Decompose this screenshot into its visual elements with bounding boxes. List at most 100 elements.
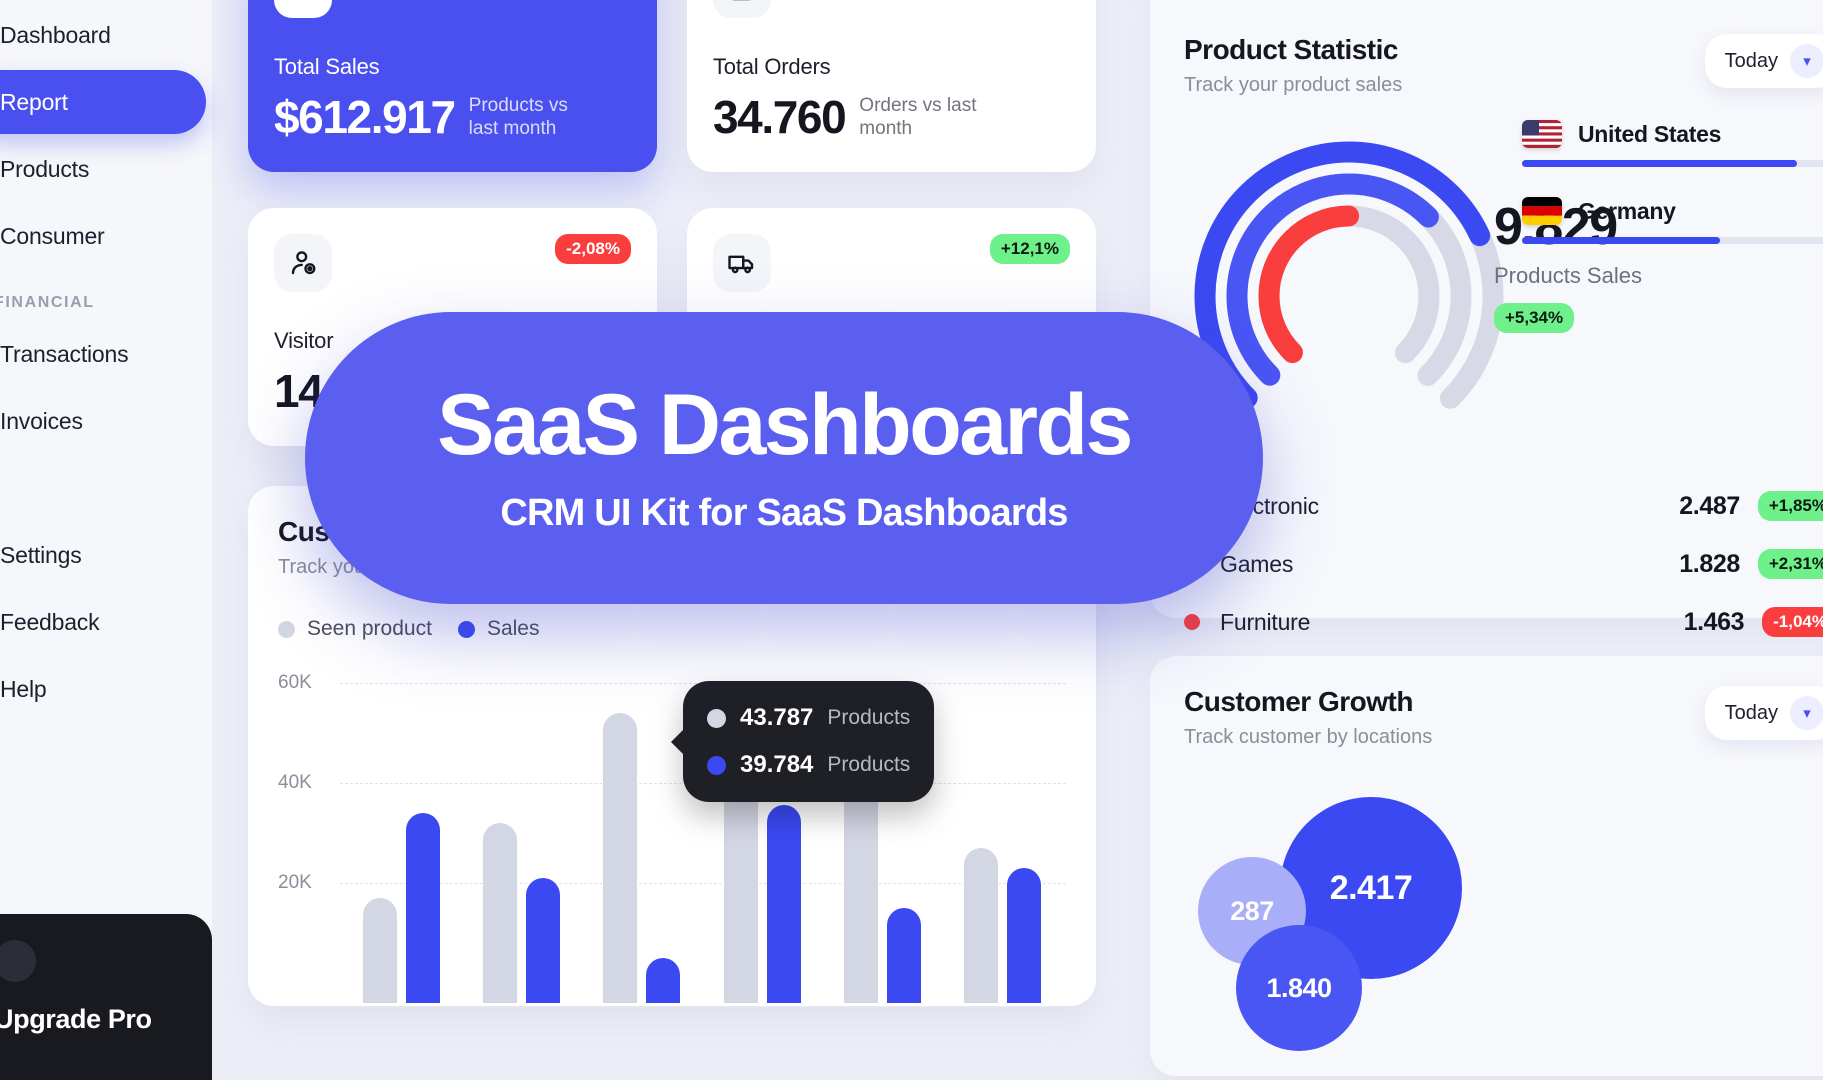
legend-item-sales[interactable]: Sales — [457, 617, 540, 641]
user-check-icon — [274, 234, 332, 292]
tooltip-unit: Products — [827, 706, 911, 729]
series-swatch-icon — [1184, 614, 1200, 630]
y-axis-tick: 40K — [278, 772, 312, 793]
y-axis-tick: 60K — [278, 672, 312, 693]
legend-label: Seen product — [307, 617, 432, 640]
card-subtitle: Track customer by locations — [1184, 726, 1433, 748]
flag-us-icon — [1522, 120, 1562, 148]
kpi-card-total-orders[interactable]: +12,4% Total Orders 34.760 Orders vs las… — [687, 0, 1096, 172]
upgrade-pro-card[interactable]: Upgrade Pro — [0, 914, 212, 1080]
table-row[interactable]: Electronic 2.487 +1,85% — [1184, 477, 1823, 535]
bubble-chart: 2.417 287 1.840 — [1184, 775, 1514, 1051]
bar-group — [950, 848, 1056, 1003]
table-row[interactable]: Furniture 1.463 -1,04% — [1184, 593, 1823, 651]
kpi-subtext: Orders vs last month — [859, 94, 977, 139]
sidebar-item-label: Invoices — [0, 407, 83, 434]
tooltip-unit: Products — [827, 753, 911, 776]
list-item[interactable]: Germany — [1522, 197, 1823, 244]
kpi-header: +12,1% — [713, 234, 1070, 292]
sidebar-item-products[interactable]: Products — [0, 137, 206, 201]
sidebar-item-settings[interactable]: Settings — [0, 523, 206, 587]
products-sales-label: Products Sales — [1494, 263, 1642, 288]
kpi-header: +12,4% — [713, 0, 1070, 18]
legend-label: Sales — [486, 617, 540, 640]
sidebar-item-dashboard[interactable]: Dashboard — [0, 3, 206, 67]
bar-seen[interactable] — [843, 785, 878, 1003]
kpi-label: Total Orders — [713, 54, 831, 79]
bar-seen[interactable] — [362, 898, 397, 1003]
chevron-down-icon: ▾ — [1790, 44, 1823, 78]
product-name: Electronic — [1220, 492, 1319, 519]
card-titles: Product Statistic Track your product sal… — [1184, 34, 1402, 97]
tooltip-row: 39.784 Products — [707, 746, 910, 784]
kpi-value-row: 34.760 Orders vs last month — [713, 90, 1070, 144]
upgrade-pro-title: Upgrade Pro — [0, 1004, 152, 1034]
period-select-growth[interactable]: Today ▾ — [1704, 686, 1823, 740]
product-value: 1.828 — [1679, 549, 1740, 578]
legend-item-seen-product[interactable]: Seen product — [278, 617, 432, 641]
card-header: Product Statistic Track your product sal… — [1184, 0, 1823, 97]
sidebar-item-feedback[interactable]: Feedback — [0, 590, 206, 654]
bar-seen[interactable] — [603, 713, 638, 1003]
progress-bar — [1522, 237, 1823, 244]
bar-seen-highlighted[interactable] — [723, 774, 758, 1003]
product-breakdown-list: Electronic 2.487 +1,85% Games 1.828 +2,3… — [1184, 477, 1823, 651]
status-badge: +5,34% — [1494, 303, 1575, 333]
tooltip-swatch-icon — [707, 755, 726, 775]
tooltip-swatch-icon — [707, 708, 726, 728]
bar-seen[interactable] — [482, 823, 517, 1003]
sidebar-item-label: Transactions — [0, 340, 129, 367]
country-list: United States Germany — [1522, 120, 1823, 274]
tooltip-value: 43.787 — [740, 704, 814, 731]
status-badge: +12,1% — [989, 234, 1070, 264]
sidebar-item-invoices[interactable]: Invoices — [0, 389, 206, 453]
bar-group — [468, 823, 574, 1003]
flag-de-icon — [1522, 197, 1562, 225]
status-badge: +2,31% — [1757, 549, 1823, 579]
card-subtitle: Track your product sales — [1184, 74, 1403, 96]
bubble-label: 1.840 — [1266, 972, 1332, 1003]
bar-sales[interactable] — [766, 805, 801, 1003]
bubble-label: 2.417 — [1329, 868, 1413, 907]
period-select-product[interactable]: Today ▾ — [1704, 34, 1823, 88]
product-value: 1.463 — [1683, 607, 1745, 636]
banner-subtitle: CRM UI Kit for SaaS Dashboards — [500, 491, 1068, 534]
kpi-subtext: Products vs last month — [468, 94, 568, 139]
order-edit-icon — [713, 0, 771, 18]
kpi-card-total-sales[interactable]: +2,08% Total Sales $612.917 Products vs … — [248, 0, 657, 172]
status-badge: -2,08% — [555, 234, 631, 264]
sidebar-item-label: Settings — [0, 541, 82, 568]
bar-sales[interactable] — [405, 813, 440, 1003]
card-title: Customer Growth — [1184, 686, 1413, 717]
sidebar-item-label: Dashboard — [0, 21, 111, 48]
sidebar-spacer — [0, 456, 212, 520]
y-axis-tick: 20K — [278, 872, 312, 893]
product-value: 2.487 — [1679, 491, 1740, 520]
bar-seen[interactable] — [964, 848, 999, 1003]
country-name: United States — [1578, 120, 1722, 147]
product-statistic-card: Product Statistic Track your product sal… — [1150, 0, 1823, 637]
legend-swatch-icon — [457, 620, 475, 638]
bar-sales[interactable] — [886, 908, 921, 1003]
kpi-label: Visitor — [274, 328, 334, 353]
upgrade-badge-icon — [0, 940, 36, 982]
sidebar-item-help[interactable]: Help — [0, 657, 206, 721]
bar-series-container — [348, 673, 1056, 1003]
bar-sales[interactable] — [646, 958, 681, 1003]
bubble-germany[interactable]: 1.840 — [1236, 925, 1362, 1051]
legend-swatch-icon — [278, 620, 295, 638]
kpi-value: 34.760 — [713, 91, 847, 143]
bar-sales[interactable] — [1007, 868, 1042, 1003]
banner-title: SaaS Dashboards — [437, 376, 1133, 473]
period-select-value: Today — [1724, 701, 1778, 724]
sidebar-item-transactions[interactable]: Transactions — [0, 322, 206, 386]
status-badge: +1,85% — [1757, 491, 1823, 521]
sidebar-item-report[interactable]: Report — [0, 70, 206, 134]
list-item[interactable]: United States — [1522, 120, 1823, 167]
table-row[interactable]: Games 1.828 +2,31% — [1184, 535, 1823, 593]
bar-sales[interactable] — [525, 878, 560, 1003]
sidebar-item-consumer[interactable]: Consumer — [0, 204, 206, 268]
bubble-label: 287 — [1230, 895, 1274, 926]
sidebar-item-label: Products — [0, 155, 90, 182]
card-titles: Customer Growth Track customer by locati… — [1184, 686, 1432, 749]
